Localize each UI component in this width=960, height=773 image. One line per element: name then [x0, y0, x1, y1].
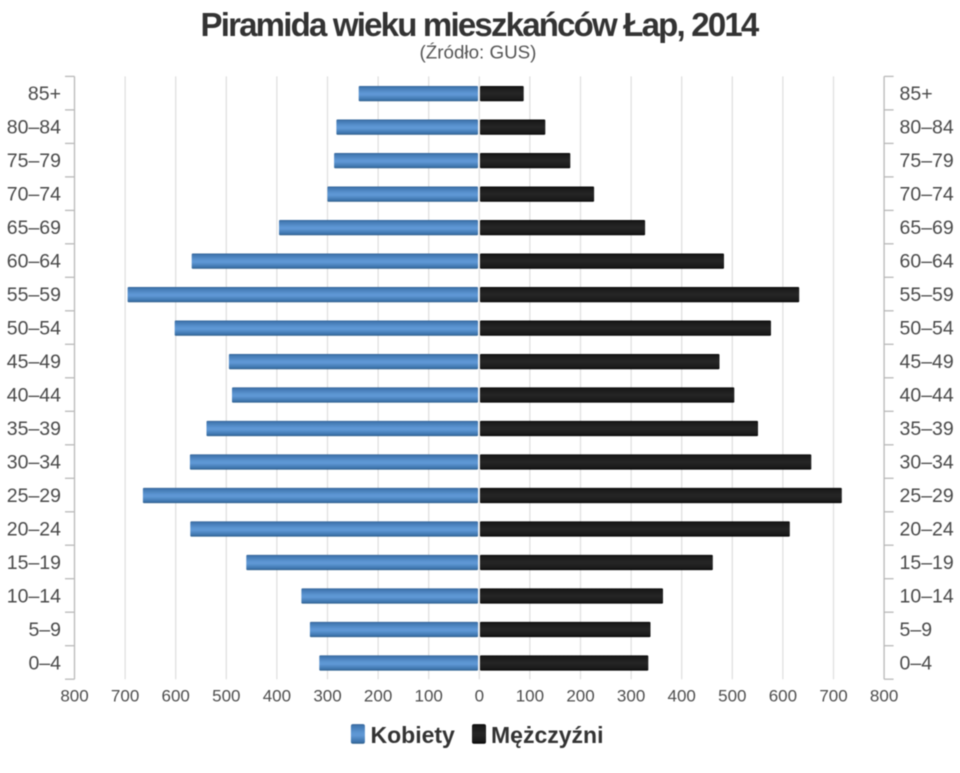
- svg-text:25–29: 25–29: [900, 485, 954, 507]
- svg-text:0–4: 0–4: [900, 652, 933, 674]
- svg-text:Piramida wieku mieszkańców Łap: Piramida wieku mieszkańców Łap, 2014: [201, 6, 760, 43]
- svg-text:70–74: 70–74: [900, 184, 954, 206]
- svg-text:55–59: 55–59: [900, 284, 954, 306]
- svg-text:Kobiety: Kobiety: [371, 722, 456, 748]
- svg-text:700: 700: [111, 687, 139, 706]
- svg-text:600: 600: [769, 687, 797, 706]
- svg-text:70–74: 70–74: [7, 184, 61, 206]
- svg-text:(Źródło: GUS): (Źródło: GUS): [420, 42, 537, 63]
- svg-text:50–54: 50–54: [7, 318, 61, 340]
- svg-text:30–34: 30–34: [7, 451, 61, 473]
- svg-text:40–44: 40–44: [900, 384, 954, 406]
- svg-text:20–24: 20–24: [7, 518, 61, 540]
- svg-text:100: 100: [516, 687, 544, 706]
- svg-text:65–69: 65–69: [900, 217, 954, 239]
- svg-text:500: 500: [212, 687, 240, 706]
- svg-text:800: 800: [60, 687, 88, 706]
- svg-text:75–79: 75–79: [900, 150, 954, 172]
- svg-text:10–14: 10–14: [900, 585, 954, 607]
- svg-text:60–64: 60–64: [7, 251, 61, 273]
- svg-text:30–34: 30–34: [900, 451, 954, 473]
- svg-text:400: 400: [668, 687, 696, 706]
- svg-text:75–79: 75–79: [7, 150, 61, 172]
- svg-text:45–49: 45–49: [7, 351, 61, 373]
- svg-text:45–49: 45–49: [900, 351, 954, 373]
- svg-text:20–24: 20–24: [900, 518, 954, 540]
- svg-text:0–4: 0–4: [28, 652, 61, 674]
- svg-text:85+: 85+: [900, 83, 933, 105]
- svg-text:35–39: 35–39: [7, 418, 61, 440]
- svg-text:5–9: 5–9: [900, 619, 933, 641]
- svg-text:65–69: 65–69: [7, 217, 61, 239]
- svg-text:200: 200: [364, 687, 392, 706]
- svg-text:100: 100: [415, 687, 443, 706]
- svg-text:700: 700: [819, 687, 847, 706]
- svg-text:800: 800: [870, 687, 898, 706]
- svg-text:15–19: 15–19: [900, 552, 954, 574]
- svg-text:80–84: 80–84: [900, 117, 954, 139]
- svg-text:15–19: 15–19: [7, 552, 61, 574]
- svg-text:85+: 85+: [28, 83, 61, 105]
- svg-text:5–9: 5–9: [28, 619, 61, 641]
- svg-text:50–54: 50–54: [900, 318, 954, 340]
- svg-text:35–39: 35–39: [900, 418, 954, 440]
- svg-text:55–59: 55–59: [7, 284, 61, 306]
- svg-text:0: 0: [475, 687, 484, 706]
- svg-text:200: 200: [566, 687, 594, 706]
- svg-text:300: 300: [617, 687, 645, 706]
- svg-text:500: 500: [718, 687, 746, 706]
- svg-text:40–44: 40–44: [7, 384, 61, 406]
- svg-text:600: 600: [162, 687, 190, 706]
- svg-text:Mężczyźni: Mężczyźni: [491, 722, 603, 748]
- svg-text:25–29: 25–29: [7, 485, 61, 507]
- svg-text:80–84: 80–84: [7, 117, 61, 139]
- svg-text:10–14: 10–14: [7, 585, 61, 607]
- svg-text:300: 300: [313, 687, 341, 706]
- svg-text:400: 400: [263, 687, 291, 706]
- svg-text:60–64: 60–64: [900, 251, 954, 273]
